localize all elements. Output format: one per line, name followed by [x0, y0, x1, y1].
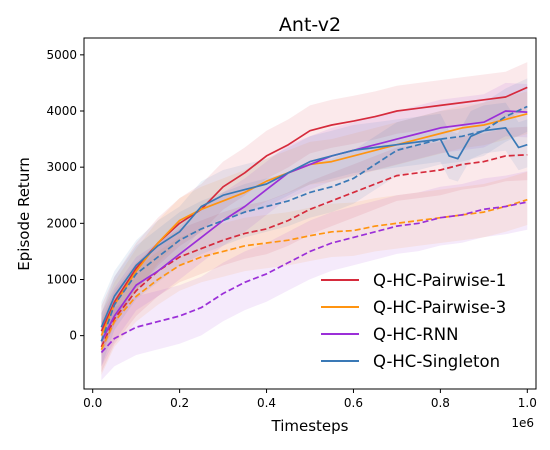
- y-tick-label: 0: [69, 329, 77, 343]
- x-axis-offset-label: 1e6: [511, 416, 534, 430]
- y-tick-label: 5000: [46, 48, 77, 62]
- x-axis-label: Timesteps: [271, 417, 349, 435]
- y-tick-label: 1000: [46, 272, 77, 286]
- x-axis-ticks: 0.0 0.2 0.4 0.6 0.8 1.0: [83, 389, 537, 410]
- series-band-5: [101, 82, 528, 367]
- series-band-2: [101, 126, 528, 373]
- plot-frame: [83, 37, 537, 390]
- series-band-3: [101, 91, 528, 356]
- x-tick-label: 0.8: [431, 396, 450, 410]
- x-tick-label: 0.0: [83, 396, 102, 410]
- series-band-7: [101, 102, 528, 350]
- series-band-4: [101, 171, 528, 375]
- series-band-8: [101, 78, 528, 367]
- legend-item-label: Q-HC-Singleton: [373, 352, 500, 371]
- legend-item-label: Q-HC-Pairwise-1: [373, 271, 506, 290]
- series-line-7-solid: [100, 127, 528, 328]
- y-tick-label: 3000: [46, 160, 77, 174]
- confidence-bands: [101, 62, 528, 381]
- y-axis-label: Episode Return: [15, 157, 33, 270]
- chart-title: Ant-v2: [279, 14, 341, 36]
- x-tick-label: 1.0: [518, 396, 537, 410]
- legend-item-label: Q-HC-RNN: [373, 325, 458, 344]
- y-tick-label: 2000: [46, 216, 77, 230]
- series-line-8-dashed: [100, 105, 528, 342]
- legend: Q-HC-Pairwise-1 Q-HC-Pairwise-3 Q-HC-RNN Q-…: [321, 271, 506, 371]
- y-axis-ticks: 0 1000 2000 3000 4000 5000: [46, 48, 84, 343]
- x-tick-label: 0.4: [257, 396, 276, 410]
- series-lines: [100, 86, 528, 354]
- legend-item-label: Q-HC-Pairwise-3: [373, 298, 506, 317]
- y-tick-label: 4000: [46, 104, 77, 118]
- x-tick-label: 0.6: [344, 396, 363, 410]
- series-band-1: [101, 62, 528, 354]
- series-line-6-dashed: [100, 201, 528, 354]
- x-tick-label: 0.2: [170, 396, 189, 410]
- series-band-6: [101, 171, 528, 381]
- series-line-5-solid: [100, 110, 528, 342]
